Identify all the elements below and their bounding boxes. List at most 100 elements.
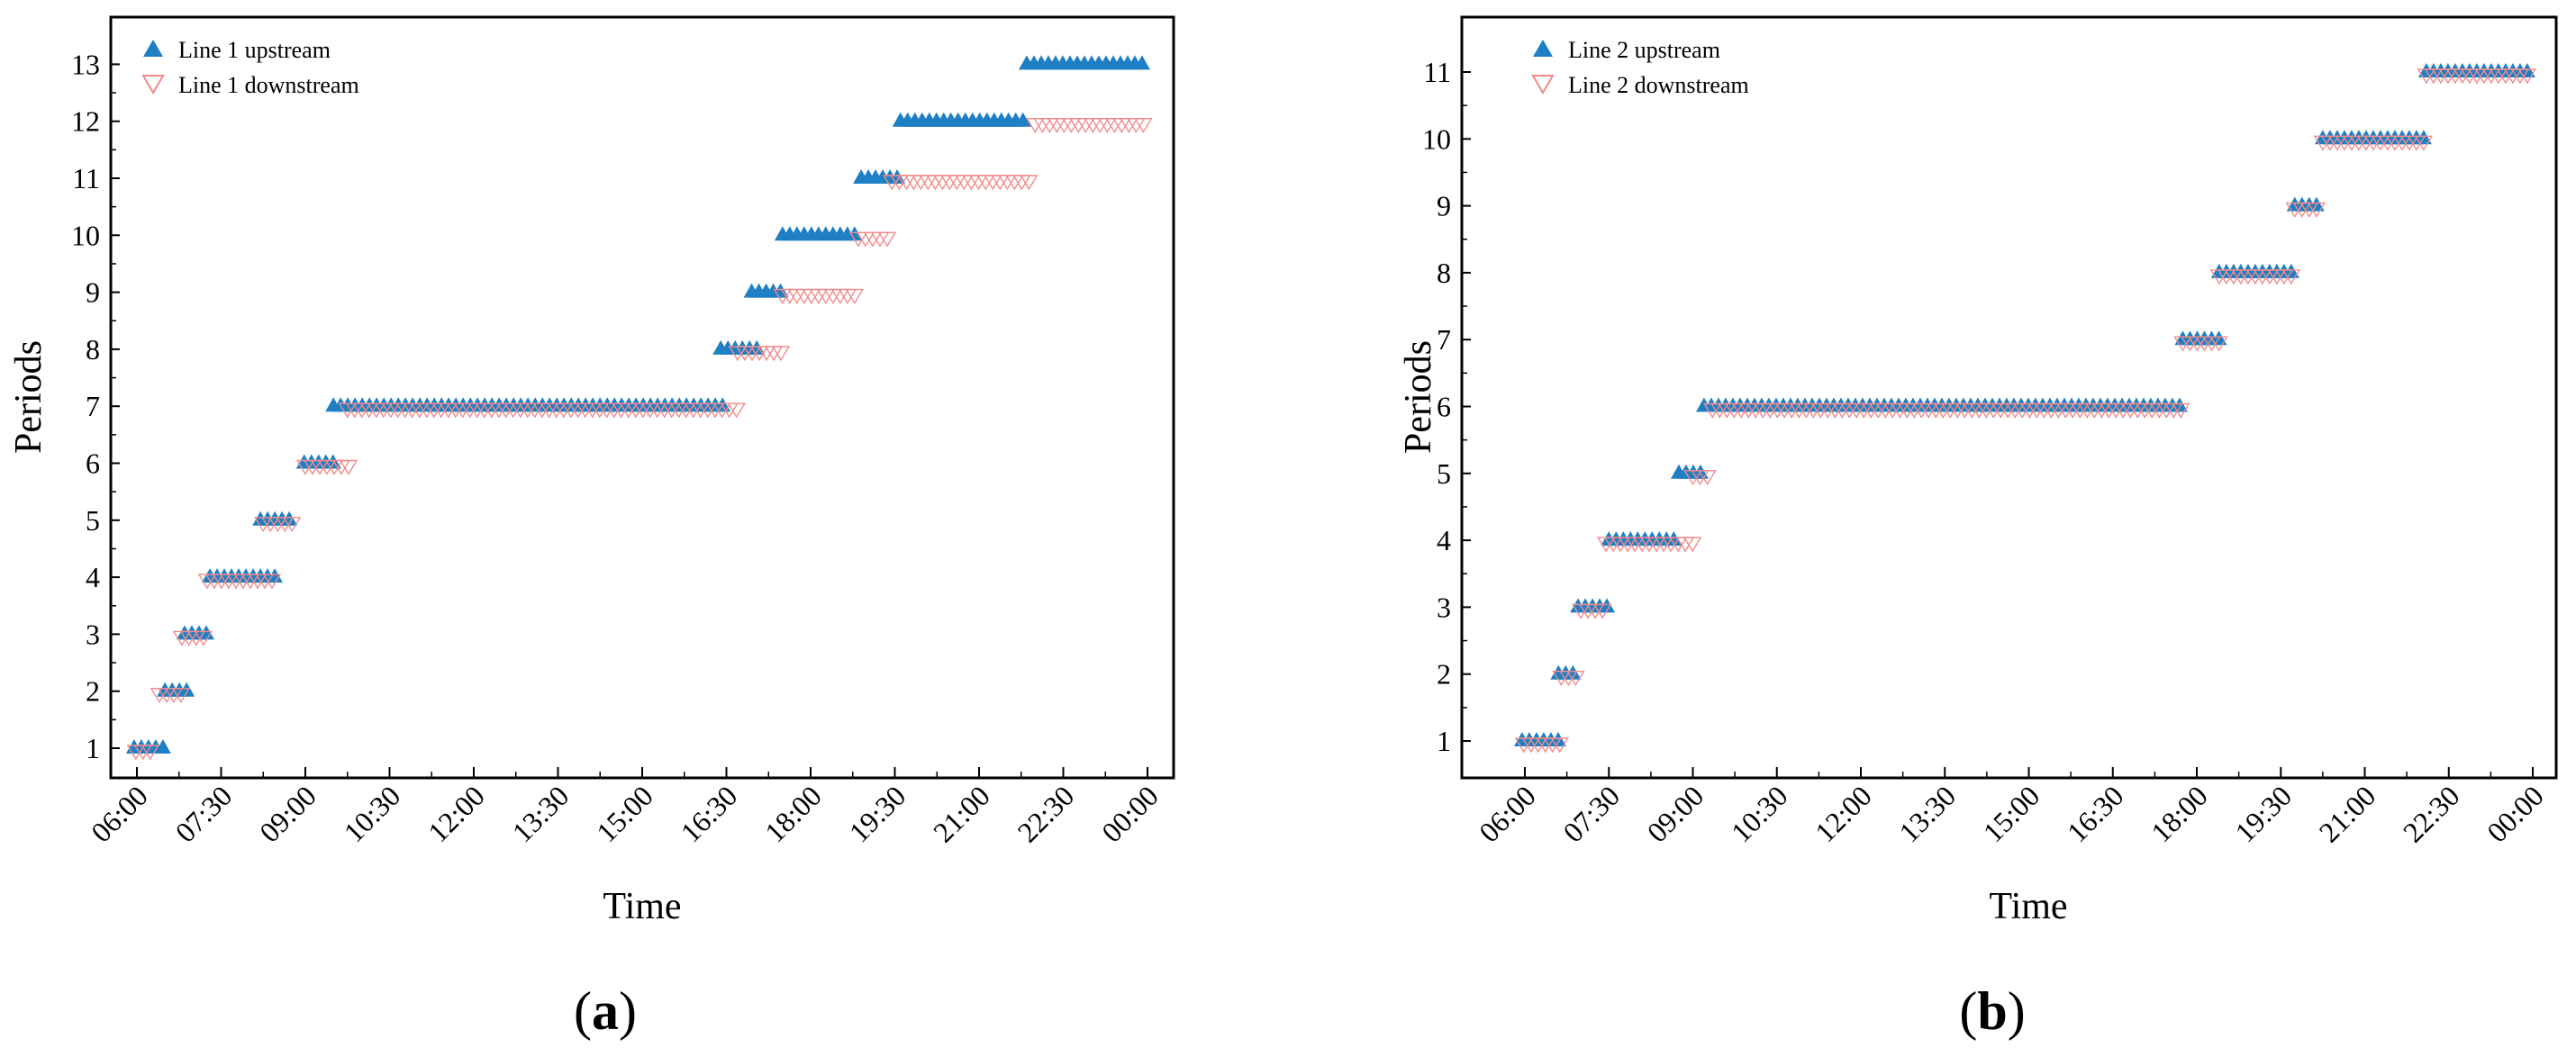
y-tick-label: 5	[86, 504, 100, 537]
y-tick-label: 6	[1437, 391, 1451, 423]
data-point	[1550, 737, 1569, 754]
x-tick-label: 15:00	[590, 779, 659, 848]
x-tick-label: 06:00	[1473, 779, 1542, 848]
data-point	[2414, 135, 2434, 151]
x-tick-label: 07:30	[168, 779, 238, 848]
data-point	[1698, 470, 1717, 486]
y-tick-label: 7	[1437, 323, 1451, 356]
y-tick-label: 3	[86, 618, 100, 650]
series-line-2-downstream	[1514, 68, 2537, 754]
y-tick-label: 8	[86, 333, 100, 366]
legend-marker-down-a	[141, 75, 165, 95]
data-point	[1566, 671, 1585, 687]
data-point	[2307, 202, 2327, 218]
legend-label-line-1-upstream: Line 1 upstream	[178, 37, 331, 63]
panel-label-a: (a)	[574, 981, 637, 1041]
panel-label-b: (b)	[1959, 981, 2025, 1041]
x-tick-label: 21:00	[2312, 779, 2381, 848]
y-tick-label: 4	[86, 561, 100, 593]
series-line-2-upstream	[1513, 63, 2535, 746]
y-tick-label: 12	[71, 105, 100, 138]
y-tick-label: 11	[1423, 56, 1451, 88]
data-point	[1565, 664, 1582, 680]
panel-label-b-letter: b	[1977, 981, 2007, 1041]
y-tick-label: 3	[1437, 591, 1451, 623]
plot-frame-a	[109, 15, 1175, 780]
x-tick-label: 06:00	[85, 779, 154, 848]
x-tick-label: 10:30	[1725, 779, 1794, 848]
data-point	[845, 288, 865, 304]
x-tick-label: 12:00	[422, 779, 491, 848]
x-tick-label: 09:00	[1640, 779, 1710, 848]
x-tick-label: 22:30	[2397, 779, 2466, 848]
data-point	[1134, 117, 1153, 134]
data-point	[154, 739, 171, 754]
data-point	[1683, 537, 1702, 553]
y-tick-label: 7	[86, 390, 100, 422]
data-point	[283, 517, 302, 533]
y-tick-label: 2	[1437, 658, 1451, 691]
y-tick-label: 1	[86, 732, 100, 764]
legend-label-line-2-downstream: Line 2 downstream	[1568, 72, 1749, 98]
y-tick-label: 1	[1437, 725, 1451, 757]
x-tick-label: 13:30	[1892, 779, 1962, 848]
panel-label-a-letter: a	[592, 981, 619, 1041]
data-point	[2209, 336, 2228, 352]
data-point	[281, 510, 298, 526]
data-point	[1133, 55, 1150, 70]
x-tick-label: 10:30	[337, 779, 406, 848]
x-tick-label: 22:30	[1011, 779, 1080, 848]
x-axis-b: 06:00 07:30 09:00 10:30 12:00 13:30 15:00 16:30…	[1473, 767, 2550, 848]
data-point	[1020, 175, 1039, 191]
series-line-1-downstream	[126, 117, 1153, 761]
data-point	[141, 745, 159, 761]
data-point	[1599, 598, 1616, 613]
x-tick-label: 21:00	[927, 779, 996, 848]
y-axis-title-a: Periods	[8, 340, 50, 454]
y-tick-label: 6	[86, 447, 100, 480]
legend-marker-up-b	[1533, 40, 1553, 57]
data-point	[178, 682, 195, 697]
x-tick-label: 16:30	[674, 779, 743, 848]
legend-b: Line 2 upstream Line 2 downstream	[1531, 37, 1749, 98]
x-tick-label: 00:00	[1095, 779, 1165, 848]
y-tick-label: 2	[86, 675, 100, 708]
y-axis-title-b: Periods	[1398, 340, 1439, 454]
y-tick-label: 9	[1437, 190, 1451, 222]
legend-marker-up-a	[143, 40, 163, 57]
y-tick-label: 10	[71, 219, 100, 251]
x-tick-label: 19:30	[2228, 779, 2298, 848]
data-point	[771, 346, 791, 362]
data-point	[262, 574, 282, 590]
data-point	[846, 226, 863, 241]
data-point	[727, 402, 746, 419]
x-axis-a: 06:00 07:30 09:00 10:30 12:00 13:30 15:00 16:30…	[85, 767, 1165, 848]
y-tick-label: 11	[72, 162, 100, 194]
y-tick-label: 8	[1437, 257, 1451, 289]
x-tick-label: 07:30	[1556, 779, 1626, 848]
series-line-1-upstream	[125, 55, 1150, 754]
x-tick-label: 12:00	[1809, 779, 1878, 848]
data-point	[877, 231, 897, 248]
legend-label-line-2-upstream: Line 2 upstream	[1568, 37, 1720, 63]
legend-a: Line 1 upstream Line 1 downstream	[141, 37, 359, 98]
y-axis-b: 1 2 3 4 5 6 7 8 9 10 11	[1422, 56, 1471, 757]
x-tick-label: 18:00	[2145, 779, 2214, 848]
y-tick-label: 5	[1437, 457, 1451, 490]
y-tick-label: 9	[86, 276, 100, 309]
data-point	[2281, 269, 2301, 285]
x-axis-title-a: Time	[603, 886, 681, 927]
legend-marker-down-b	[1531, 75, 1555, 95]
x-axis-title-b: Time	[1989, 886, 2067, 927]
data-point	[1592, 603, 1612, 619]
data-point	[339, 459, 358, 475]
data-point	[1014, 112, 1031, 127]
y-tick-label: 10	[1422, 122, 1451, 155]
x-tick-label: 09:00	[253, 779, 322, 848]
legend-label-line-1-downstream: Line 1 downstream	[178, 72, 359, 98]
data-point	[2517, 68, 2537, 85]
